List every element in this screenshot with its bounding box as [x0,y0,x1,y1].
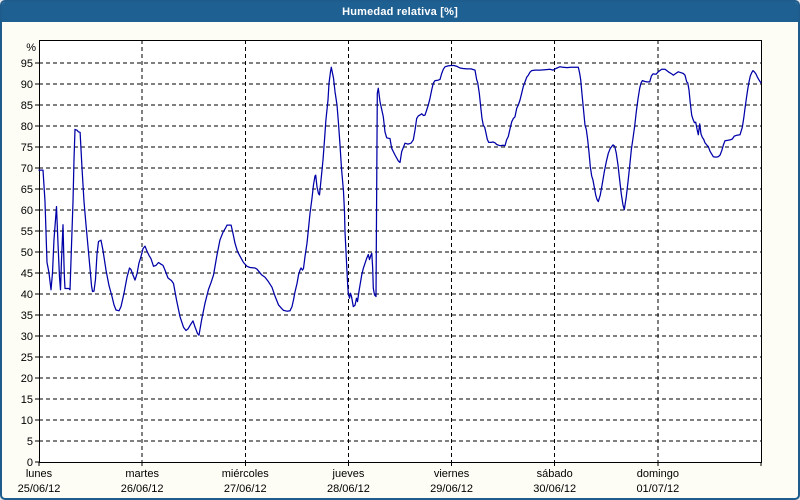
day-date-label: 01/07/12 [636,483,679,495]
y-tick-label: 90 [21,79,33,91]
day-date-label: 26/06/12 [121,483,164,495]
y-tick-label: 70 [21,163,33,175]
day-name-label: viernes [434,468,470,480]
y-tick-label: 0 [27,457,33,469]
day-date-label: 30/06/12 [533,483,576,495]
y-tick-label: 95 [21,58,33,70]
day-name-label: sábado [537,468,573,480]
y-tick-label: 20 [21,373,33,385]
humidity-chart-canvas: 0 5 10 15 20 25 30 35 40 45 50 55 60 65 70 75 80 85 90 95 lu… [18,40,762,495]
day-date-label: 29/06/12 [430,483,473,495]
y-tick-label: 85 [21,100,33,112]
day-date-label: 25/06/12 [18,483,61,495]
y-tick-label: 35 [21,310,33,322]
y-tick-label: 60 [21,205,33,217]
y-tick-label: 65 [21,184,33,196]
y-tick-label: 5 [27,436,33,448]
y-axis-unit-label: % [26,42,36,54]
y-tick-label: 40 [21,289,33,301]
day-date-label: 27/06/12 [224,483,267,495]
y-tick-label: 55 [21,226,33,238]
window-title: Humedad relativa [%] [342,6,458,18]
window-titlebar: Humedad relativa [%] [2,2,798,22]
day-name-label: lunes [26,468,53,480]
day-name-label: jueves [332,468,365,480]
y-tick-label: 75 [21,142,33,154]
x-axis-labels: lunes 25/06/12 martes 26/06/12 miércoles 27/0… [18,468,680,495]
humidity-line [38,64,762,336]
y-tick-label: 45 [21,268,33,280]
y-tick-label: 25 [21,352,33,364]
y-tick-label: 15 [21,394,33,406]
y-tick-label: 80 [21,121,33,133]
day-name-label: miércoles [222,468,270,480]
axis-ticks [35,62,762,466]
day-name-label: domingo [637,468,679,480]
y-tick-label: 50 [21,247,33,259]
day-name-label: martes [125,468,159,480]
day-date-label: 28/06/12 [327,483,370,495]
y-axis-labels: 0 5 10 15 20 25 30 35 40 45 50 55 60 65 70 75 80 85 90 95 [21,58,33,469]
y-tick-label: 10 [21,415,33,427]
y-tick-label: 30 [21,331,33,343]
